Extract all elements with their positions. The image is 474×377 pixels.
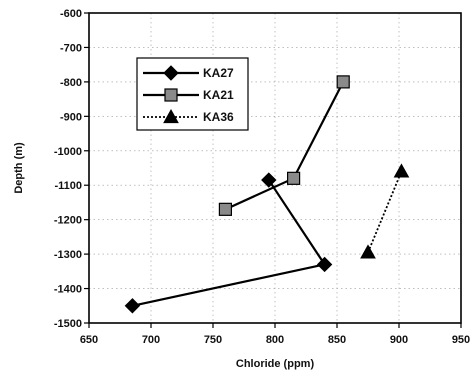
y-tick-label: -900 [60, 111, 82, 123]
legend-label: KA27 [203, 66, 234, 80]
data-point-ka27 [261, 172, 277, 188]
data-point-ka21 [287, 171, 301, 185]
y-tick-label: -1100 [54, 180, 82, 192]
y-tick-label: -800 [60, 77, 82, 89]
x-tick-label: 900 [390, 334, 408, 346]
series-line-ka27 [132, 179, 327, 307]
legend-label: KA36 [203, 110, 234, 124]
x-tick-label: 850 [328, 334, 346, 346]
data-point-ka27 [124, 298, 141, 314]
data-point-ka21 [218, 202, 232, 216]
series-ka27 [124, 172, 333, 314]
grid [89, 13, 461, 323]
x-tick-label: 800 [266, 334, 284, 346]
data-point-ka36 [393, 163, 410, 178]
series-ka36 [360, 163, 410, 259]
x-tick-label: 650 [80, 334, 98, 346]
legend-item-ka21: KA21 [143, 88, 234, 102]
y-tick-label: -1400 [54, 284, 82, 296]
y-tick-label: -1500 [54, 318, 82, 330]
x-tick-label: 950 [452, 334, 470, 346]
data-point-ka21 [336, 75, 350, 89]
legend-item-ka27: KA27 [143, 65, 234, 81]
legend-marker-diamond-icon [163, 65, 179, 81]
legend-marker-square-icon [164, 88, 178, 102]
legend-item-ka36: KA36 [143, 108, 234, 124]
x-axis-title: Chloride (ppm) [236, 358, 315, 370]
y-tick-label: -700 [60, 42, 82, 54]
legend-marker-triangle-icon [163, 108, 179, 124]
y-tick-label: -600 [60, 8, 82, 20]
legend-label: KA21 [203, 88, 234, 102]
legend: KA27 KA21 KA36 [136, 57, 249, 131]
series-layer [124, 75, 410, 314]
y-axis-title: Depth (m) [13, 142, 25, 194]
x-tick-label: 750 [204, 334, 222, 346]
y-tick-label: -1300 [54, 249, 82, 261]
data-point-ka36 [360, 244, 376, 259]
x-tick-label: 700 [142, 334, 160, 346]
axis-ticks: 650 700 750 800 850 900 950 -600 -700 -800 -900 -10… [54, 8, 470, 346]
data-point-ka27 [316, 256, 333, 273]
y-tick-label: -1000 [54, 146, 82, 158]
series-ka21 [218, 75, 350, 216]
series-line-ka36 [367, 171, 403, 253]
y-tick-label: -1200 [54, 215, 82, 227]
